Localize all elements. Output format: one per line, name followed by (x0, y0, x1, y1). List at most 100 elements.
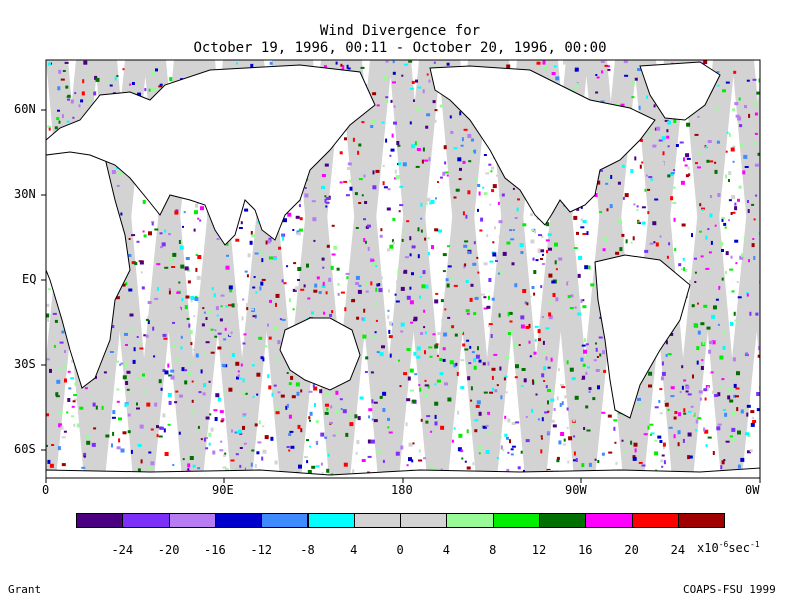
divergence-speck (325, 201, 330, 204)
divergence-speck (82, 79, 85, 84)
divergence-speck (432, 100, 436, 104)
divergence-speck (147, 315, 152, 320)
divergence-speck (661, 115, 666, 120)
divergence-speck (455, 208, 458, 213)
divergence-speck (667, 353, 672, 356)
divergence-speck (514, 283, 518, 288)
divergence-speck (357, 150, 360, 155)
divergence-speck (739, 255, 744, 260)
continent-outlines (45, 61, 761, 479)
divergence-speck (460, 359, 465, 362)
divergence-speck (574, 306, 577, 309)
divergence-speck (708, 251, 712, 254)
divergence-speck (736, 371, 740, 376)
divergence-speck (654, 198, 659, 201)
divergence-speck (482, 425, 487, 429)
divergence-speck (321, 186, 325, 189)
divergence-speck (122, 283, 126, 287)
divergence-speck (648, 371, 653, 376)
divergence-speck (192, 409, 195, 414)
divergence-speck (297, 424, 301, 429)
divergence-speck (718, 285, 721, 290)
divergence-speck (499, 436, 502, 439)
divergence-speck (159, 426, 164, 430)
divergence-speck (661, 361, 664, 366)
divergence-speck (324, 436, 328, 439)
colorbar-swatch (677, 513, 726, 528)
divergence-speck (124, 332, 128, 336)
divergence-speck (641, 221, 646, 225)
divergence-speck (588, 265, 591, 270)
divergence-speck (681, 385, 684, 390)
divergence-speck (388, 75, 392, 79)
divergence-speck (489, 391, 494, 394)
divergence-speck (584, 265, 589, 270)
divergence-speck (576, 231, 579, 235)
divergence-speck (312, 384, 315, 388)
divergence-speck (442, 347, 446, 351)
divergence-speck (47, 288, 51, 291)
divergence-speck (583, 349, 587, 354)
divergence-speck (674, 411, 678, 414)
divergence-speck (686, 157, 691, 160)
divergence-speck (721, 217, 724, 222)
divergence-speck (540, 285, 543, 289)
divergence-speck (286, 403, 289, 408)
divergence-speck (424, 159, 429, 162)
divergence-speck (605, 182, 609, 185)
divergence-speck (506, 436, 509, 440)
divergence-speck (180, 346, 183, 350)
divergence-speck (555, 297, 559, 302)
divergence-speck (111, 170, 116, 174)
divergence-speck (702, 341, 705, 345)
divergence-speck (478, 445, 483, 449)
divergence-speck (395, 451, 400, 456)
divergence-speck (714, 161, 717, 164)
divergence-speck (417, 86, 422, 89)
divergence-speck (61, 330, 65, 334)
divergence-speck (488, 278, 492, 282)
divergence-speck (296, 391, 300, 396)
divergence-speck (502, 448, 505, 451)
divergence-speck (737, 296, 742, 299)
divergence-speck (724, 412, 728, 417)
divergence-speck (682, 438, 685, 443)
divergence-speck (652, 221, 657, 226)
divergence-speck (706, 159, 710, 163)
divergence-speck (499, 366, 502, 371)
divergence-speck (311, 465, 316, 469)
divergence-speck (592, 397, 596, 401)
divergence-speck (378, 276, 383, 280)
divergence-speck (704, 397, 707, 401)
divergence-speck (725, 174, 728, 179)
divergence-speck (568, 281, 572, 286)
divergence-speck (607, 68, 611, 71)
divergence-speck (429, 361, 434, 365)
divergence-speck (730, 255, 733, 259)
divergence-speck (299, 217, 303, 221)
divergence-speck (652, 144, 657, 148)
divergence-speck (715, 106, 720, 110)
divergence-speck (459, 111, 462, 116)
divergence-speck (645, 174, 648, 177)
divergence-speck (556, 459, 560, 463)
divergence-speck (639, 164, 642, 169)
divergence-speck (72, 116, 75, 119)
divergence-speck (240, 221, 243, 225)
divergence-speck (92, 402, 96, 407)
divergence-speck (661, 155, 665, 159)
divergence-speck (112, 431, 115, 436)
divergence-speck (288, 382, 292, 386)
divergence-speck (663, 460, 666, 465)
divergence-speck (563, 438, 566, 442)
divergence-speck (473, 241, 476, 245)
divergence-speck (371, 399, 374, 404)
divergence-speck (540, 435, 543, 438)
divergence-speck (393, 105, 396, 108)
divergence-speck (188, 323, 191, 328)
divergence-speck (661, 136, 666, 141)
divergence-speck (151, 71, 155, 76)
divergence-speck (471, 152, 474, 155)
divergence-speck (389, 154, 392, 157)
divergence-speck (756, 91, 760, 95)
